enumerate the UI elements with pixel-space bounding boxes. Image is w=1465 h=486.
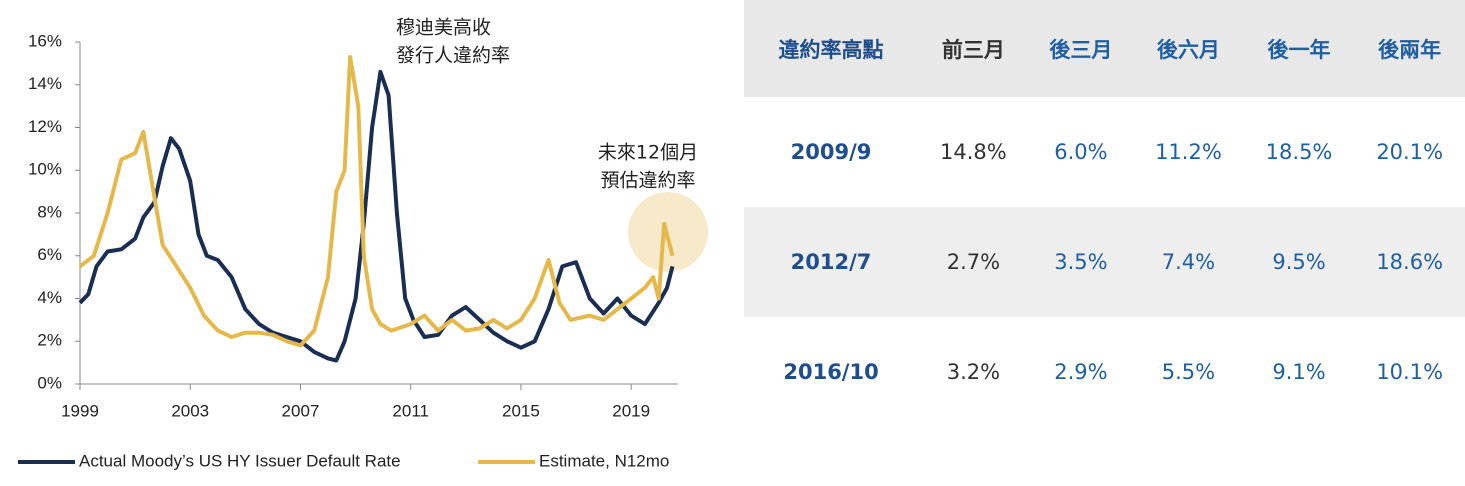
table-cell: 2.9% (1054, 360, 1108, 384)
y-tick-label: 4% (37, 288, 62, 307)
table-cell: 2009/9 (790, 140, 872, 164)
annotation: 未來12個月 (598, 142, 698, 164)
table-cell: 11.2% (1155, 140, 1222, 164)
table-cell: 3.5% (1028, 207, 1134, 317)
table-cell: 18.6% (1354, 207, 1465, 317)
table-cell: 前三月 (918, 0, 1029, 97)
y-tick-label: 16% (28, 31, 62, 50)
y-tick-label: 2% (37, 331, 62, 350)
line-series (78, 55, 675, 348)
table-cell: 3.2% (946, 360, 1001, 384)
table-cell: 14.8% (940, 140, 1007, 164)
table-row: 2012/7 2.7% 3.5% 7.4% 9.5% 18.6% (744, 207, 1465, 317)
x-tick-label: 2015 (502, 401, 540, 420)
x-tick-label: 2003 (171, 401, 209, 420)
x-tick-label: 2007 (282, 401, 320, 420)
table-cell: 後兩年 (1354, 0, 1465, 97)
annotation: 發行人違約率 (396, 45, 510, 67)
table-cell: 7.4% (1133, 207, 1244, 317)
table-cell: 2012/7 (744, 207, 919, 317)
table-cell: 違約率高點 (744, 0, 919, 97)
table-cell: 10.1% (1376, 360, 1444, 384)
table-row: 違約率高點 前三月 後三月 後六月 後一年 後兩年 (744, 0, 1465, 97)
table-cell: 6.0% (1054, 140, 1108, 164)
chart: 0% 2% 4% 6% 8% 10% 12% 14% 16% 1999 2003 2007 2011 20… (18, 17, 708, 470)
table-cell: 2.7% (918, 207, 1029, 317)
legend-label: Actual Moody’s US HY Issuer Default Rate (79, 451, 401, 470)
table-cell: 2016/10 (783, 360, 879, 384)
table-row: 2009/9 14.8% 6.0% 11.2% 18.5% 20.1% (744, 97, 1465, 207)
x-tick-label: 1999 (61, 401, 99, 420)
table: 違約率高點 前三月 後三月 後六月 後一年 後兩年 2009/9 14.8% 6.0% 11.2%… (744, 0, 1465, 427)
table-cell: 5.5% (1161, 360, 1216, 384)
y-tick-label: 10% (28, 160, 62, 179)
table-row: 2016/10 3.2% 2.9% 5.5% 9.1% 10.1% (744, 317, 1465, 427)
y-tick-label: 8% (37, 202, 62, 221)
table-cell: 9.1% (1272, 360, 1326, 384)
annotation: 預估違約率 (600, 170, 695, 192)
y-tick-label: 14% (28, 74, 62, 93)
y-tick-label: 6% (37, 245, 62, 264)
table-cell: 後三月 (1028, 0, 1134, 97)
table-cell: 18.5% (1265, 140, 1333, 164)
table-cell: 20.1% (1376, 140, 1444, 164)
y-tick-label: 0% (37, 373, 62, 392)
annotation: 穆迪美高收 (396, 17, 491, 39)
x-tick-label: 2019 (612, 401, 650, 420)
x-tick-label: 2011 (392, 401, 429, 420)
legend-label: Estimate, N12mo (539, 451, 669, 470)
table-cell: 後六月 (1133, 0, 1244, 97)
y-tick-label: 12% (28, 117, 62, 136)
table-cell: 後一年 (1243, 0, 1355, 97)
table-cell: 9.5% (1243, 207, 1355, 317)
